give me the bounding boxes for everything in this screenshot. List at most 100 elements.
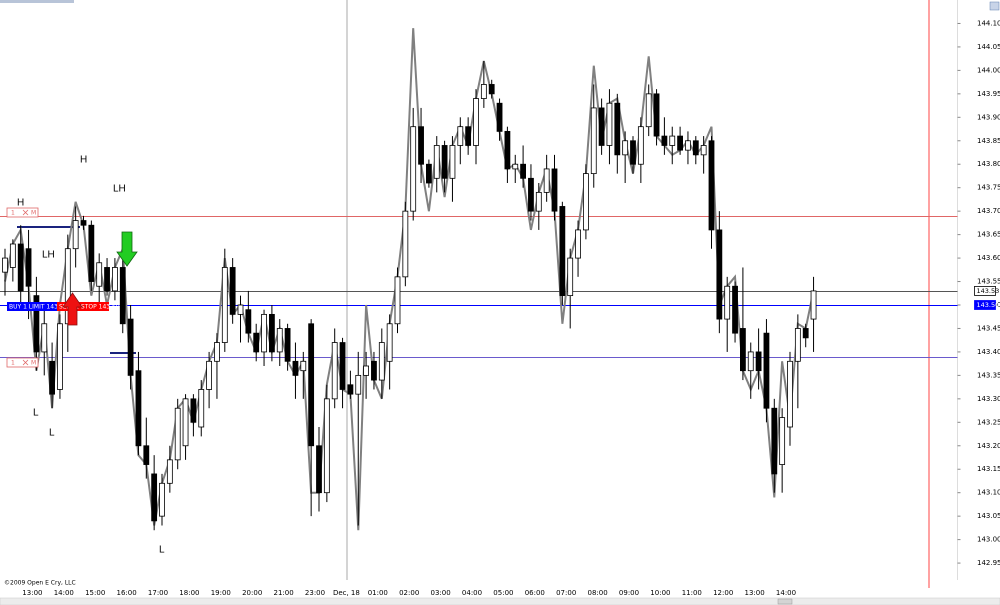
candle-body: [112, 267, 118, 292]
swing-label: H: [80, 155, 87, 166]
candle-body: [630, 140, 636, 165]
y-tick-label: 143.80: [977, 160, 1000, 168]
candle-body: [17, 243, 24, 292]
x-tick-label: 15:00: [85, 589, 105, 597]
swing-label: H: [17, 198, 24, 209]
candle-body: [457, 126, 464, 146]
candle-body: [174, 407, 181, 461]
y-tick-label: 143.90: [977, 113, 1000, 121]
y-tick-label: 143.15: [977, 465, 1000, 473]
window-button[interactable]: [989, 1, 1000, 11]
candle-body: [308, 323, 315, 447]
order-tag-box[interactable]: [6, 357, 39, 368]
candle-body: [740, 328, 746, 372]
x-tick-label: 03:00: [431, 589, 451, 597]
candle-body: [245, 309, 252, 334]
y-tick-label: 143.75: [977, 184, 1000, 192]
candle-body: [386, 323, 393, 362]
candle-body: [551, 168, 558, 212]
order-tag-qty: 1: [11, 360, 15, 367]
candle-body: [692, 140, 699, 156]
candle-body: [614, 102, 621, 156]
candle-body: [794, 328, 801, 362]
order-tag[interactable]: 1 M: [6, 207, 39, 218]
swing-label: LH: [42, 250, 55, 261]
y-tick-label: 143.95: [977, 90, 1000, 98]
y-tick-label: 143.20: [977, 442, 1000, 450]
candle-body: [284, 328, 291, 362]
candle-body: [465, 126, 472, 146]
candle-body: [402, 210, 409, 278]
candle-body: [88, 224, 95, 282]
x-tick-label: Dec, 18: [333, 589, 360, 597]
buy-signal-arrow: [62, 292, 83, 326]
candle-body: [559, 206, 566, 297]
candle-body: [371, 360, 377, 381]
y-tick-label: 144.10: [977, 19, 1000, 27]
y-tick-label: 143.55: [977, 278, 1000, 286]
candle-body: [535, 191, 542, 212]
price-marker-label: 143.53: [977, 287, 1000, 295]
candle-body: [433, 145, 440, 179]
candle-body: [661, 135, 668, 146]
candle-body: [190, 398, 197, 423]
candle-body: [418, 126, 424, 165]
plot: [2, 28, 817, 531]
x-tick-label: 21:00: [274, 589, 294, 597]
candle-body: [512, 163, 519, 170]
x-tick-label: 09:00: [619, 589, 639, 597]
order-tag[interactable]: 1 M: [6, 357, 39, 368]
candle-body: [316, 445, 322, 494]
candle-body: [590, 107, 597, 175]
scrollbar-thumb[interactable]: [777, 598, 793, 605]
candle-body: [669, 135, 676, 146]
buy-order-box[interactable]: [7, 302, 57, 311]
candle-body: [119, 267, 126, 325]
y-tick-label: 143.30: [977, 395, 1000, 403]
candle-body: [543, 168, 550, 193]
swing-label: L: [33, 408, 39, 419]
order-tag-cancel[interactable]: [22, 359, 29, 366]
x-tick-label: 23:00: [305, 589, 325, 597]
x-tick-label: 13:00: [745, 589, 765, 597]
candle-body: [394, 276, 401, 325]
y-tick-label: 144.00: [977, 66, 1000, 74]
sell-order-box[interactable]: [57, 302, 109, 311]
candle-body: [363, 365, 370, 376]
x-tick-label: 14:00: [54, 589, 74, 597]
candle-body: [606, 102, 613, 146]
candle-body: [724, 285, 731, 320]
price-marker-box: [974, 286, 996, 296]
candle-body: [276, 328, 283, 353]
candle-body: [166, 459, 173, 484]
y-tick-label: 142.95: [977, 559, 1000, 567]
y-tick-label: 144.05: [977, 43, 1000, 51]
candle-body: [347, 384, 354, 395]
candle-body: [685, 140, 691, 151]
x-tick-label: 05:00: [493, 589, 513, 597]
candle-body: [653, 93, 660, 137]
y-tick-label: 143.00: [977, 536, 1000, 544]
order-tag-market: M: [31, 360, 36, 367]
x-tick-label: 14:00: [776, 589, 796, 597]
candle-body: [567, 257, 574, 297]
candle-body: [700, 145, 707, 156]
order-tag-box[interactable]: [6, 207, 39, 218]
candle-body: [331, 342, 338, 400]
candle-body: [9, 243, 16, 268]
order-tag-cancel[interactable]: [22, 209, 29, 216]
candle-body: [575, 229, 581, 259]
candle-body: [261, 313, 267, 353]
candle-body: [763, 332, 770, 409]
x-tick-label: 07:00: [556, 589, 576, 597]
scrollbar[interactable]: [0, 597, 1000, 605]
candle-body: [473, 98, 479, 146]
y-tick-label: 143.45: [977, 324, 1000, 332]
candle-body: [755, 351, 762, 372]
candle-body: [33, 295, 40, 353]
y-tick-label: 143.35: [977, 371, 1000, 379]
candle-body: [677, 135, 683, 151]
overlay-line: [4, 28, 815, 531]
candle-body: [198, 389, 205, 428]
